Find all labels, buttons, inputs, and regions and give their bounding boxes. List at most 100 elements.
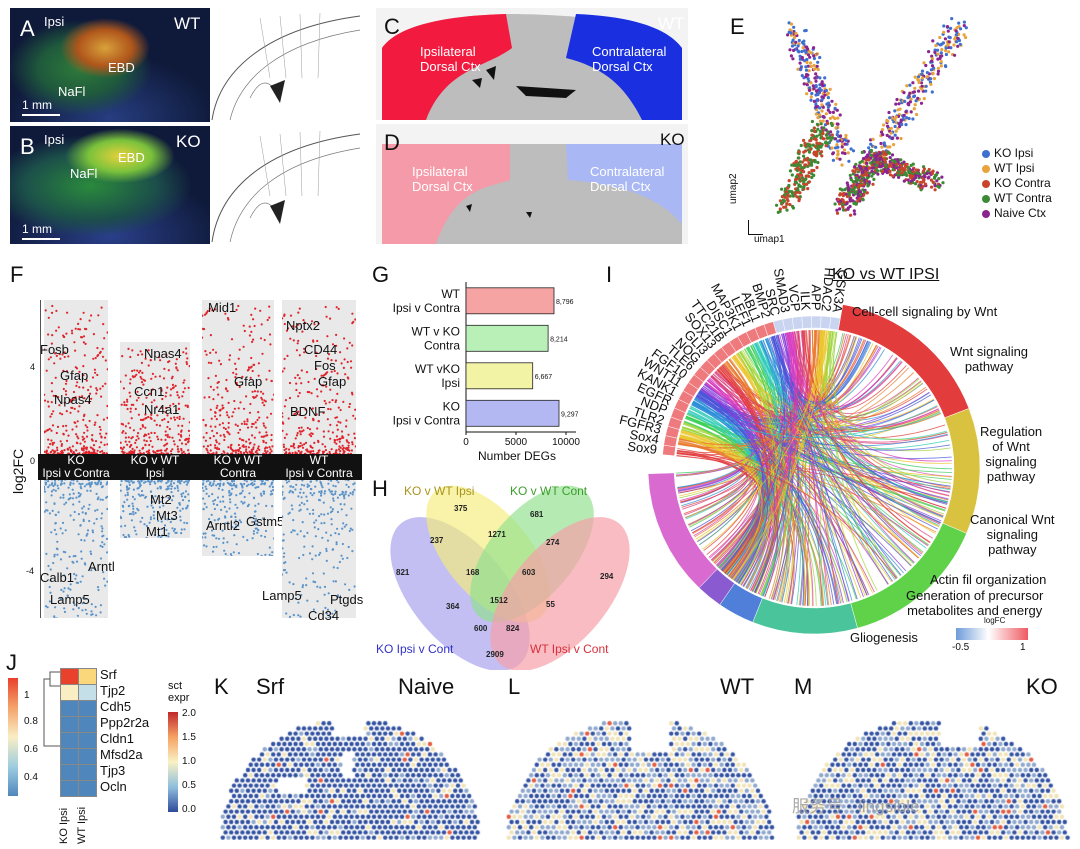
volcano-down-point	[353, 488, 356, 491]
volcano-down-point	[165, 482, 168, 485]
volcano-down-point	[167, 496, 170, 499]
volcano-up-point	[171, 448, 174, 451]
volcano-up-point	[203, 313, 207, 316]
volcano-up-point	[120, 441, 122, 444]
volcano-up-point	[205, 311, 208, 314]
panel-k-gene: Srf	[256, 674, 285, 699]
volcano-up-point	[229, 446, 232, 449]
volcano-up-point	[47, 438, 50, 441]
legend-swatch	[982, 164, 990, 173]
bar	[465, 287, 555, 315]
volcano-up-point	[45, 369, 48, 372]
umap-point	[888, 169, 892, 173]
umap-point	[933, 50, 937, 55]
volcano-up-point	[171, 387, 174, 390]
venn-count: 375	[454, 504, 468, 513]
volcano-up-point	[167, 420, 170, 424]
volcano-up-point	[338, 438, 341, 441]
volcano-up-point	[59, 412, 62, 415]
umap-point	[812, 126, 816, 130]
umap-point	[821, 137, 825, 141]
volcano-down-point	[97, 588, 100, 592]
umap-point	[848, 204, 852, 209]
volcano-up-point	[206, 451, 210, 454]
volcano-up-point	[340, 362, 343, 365]
volcano-down-point	[345, 483, 348, 486]
volcano-down-point	[232, 484, 235, 487]
umap-point	[824, 89, 828, 93]
volcano-down-point	[269, 493, 272, 496]
volcano-up-point	[120, 403, 123, 406]
volcano-gene-label: Ptgds	[330, 592, 364, 607]
volcano-down-point	[305, 495, 308, 498]
volcano-up-point	[234, 451, 238, 454]
umap-point	[808, 86, 812, 90]
umap-point	[807, 69, 811, 73]
volcano-down-point	[74, 554, 77, 558]
volcano-up-point	[283, 448, 286, 452]
volcano-down-point	[176, 484, 179, 487]
volcano-down-point	[83, 485, 86, 488]
volcano-up-point	[238, 348, 241, 351]
volcano-up-point	[334, 359, 337, 362]
panel-k-condition: Naive	[398, 674, 455, 699]
volcano-down-point	[234, 503, 237, 506]
volcano-up-point	[257, 374, 260, 377]
umap-point	[780, 187, 784, 191]
heatmap-cell	[78, 764, 97, 781]
umap-point	[860, 170, 864, 174]
chord-link	[801, 330, 823, 606]
chord-link	[699, 390, 839, 605]
volcano-up-point	[180, 430, 183, 433]
volcano-up-point	[82, 341, 85, 344]
umap-point	[895, 162, 899, 166]
volcano-down-point	[241, 502, 245, 505]
volcano-down-point	[49, 568, 52, 571]
volcano-down-point	[253, 483, 256, 486]
volcano-down-point	[170, 487, 173, 490]
volcano-up-point	[142, 452, 145, 455]
volcano-up-point	[221, 404, 224, 407]
umap-point	[843, 151, 847, 156]
volcano-down-point	[46, 606, 49, 609]
volcano-up-point	[315, 413, 318, 416]
umap-point	[821, 119, 825, 123]
volcano-up-point	[347, 444, 350, 447]
volcano-up-point	[122, 446, 125, 449]
volcano-up-point	[161, 419, 164, 422]
volcano-up-point	[142, 383, 145, 386]
volcano-down-point	[335, 541, 338, 544]
volcano-up-point	[253, 436, 256, 439]
umap-point	[958, 42, 962, 46]
volcano-down-point	[71, 560, 74, 563]
umap-point	[929, 178, 933, 182]
volcano-up-point	[271, 398, 274, 401]
volcano-down-point	[144, 496, 147, 499]
volcano-up-point	[64, 382, 68, 385]
volcano-up-point	[324, 402, 327, 405]
umap-point	[800, 49, 804, 54]
umap-point	[936, 72, 940, 76]
panel-f-volcano: KO Ipsi v Contra Npas4 Fosb Gfap Arntl Calb1 La…	[10, 258, 370, 623]
volcano-up-point	[335, 306, 338, 309]
umap-point	[899, 164, 903, 168]
volcano-down-point	[300, 501, 303, 504]
umap-point	[851, 180, 855, 184]
volcano-up-point	[219, 409, 222, 412]
umap-point	[947, 35, 951, 39]
volcano-down-point	[162, 504, 165, 507]
volcano-up-point	[252, 318, 255, 321]
volcano-down-point	[326, 512, 330, 515]
volcano-down-point	[132, 513, 135, 516]
volcano-down-point	[81, 575, 84, 578]
volcano-up-point	[246, 426, 250, 429]
volcano-up-point	[285, 447, 288, 450]
heatmap-cell	[60, 716, 79, 733]
volcano-up-point	[181, 452, 184, 455]
volcano-up-point	[77, 410, 80, 413]
volcano-up-point	[308, 428, 312, 431]
umap-point	[809, 81, 813, 85]
umap-point	[835, 208, 839, 212]
umap-point	[852, 182, 856, 186]
umap-point	[788, 48, 792, 52]
